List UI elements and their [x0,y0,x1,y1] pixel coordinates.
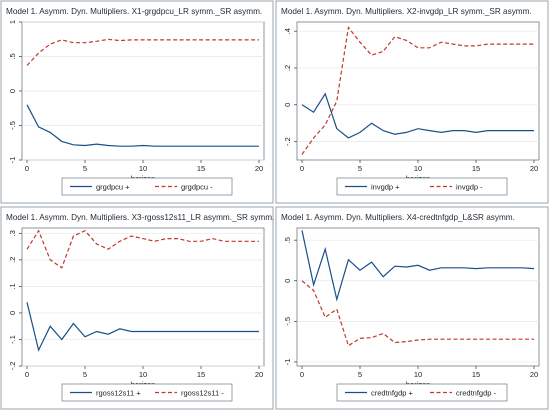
x-tick-label: 10 [139,164,147,173]
y-tick-label: .3 [8,230,17,236]
x-tick-label: 5 [358,370,362,379]
y-tick-label: .4 [283,28,292,34]
legend [61,177,233,196]
legend [336,177,508,196]
x-tick-label: 0 [25,164,29,173]
legend [336,383,508,402]
y-tick-label: -1 [283,359,292,366]
chart-panel-2: Model 1. Asymm. Dyn. Multipliers. X2-inv… [275,0,550,205]
y-tick-label: -.2 [283,137,292,146]
legend-label: rgoss12s11 - [181,388,224,397]
y-tick-label: 1 [8,20,17,24]
y-tick-label: -.1 [8,335,17,344]
y-tick-label: .5 [8,53,17,59]
y-tick-label: 0 [8,311,17,315]
chart-title: Model 1. Asymm. Dyn. Multipliers. X4-cre… [281,213,515,222]
x-tick-label: 20 [530,164,538,173]
legend-label: rgoss12s11 + [96,388,141,397]
x-tick-label: 15 [472,164,480,173]
legend-label: grgdpcu - [181,182,213,191]
plot-area [296,21,540,161]
plot-area [21,227,265,367]
y-tick-label: -.5 [8,121,17,130]
chart-panel-4: Model 1. Asymm. Dyn. Multipliers. X4-cre… [275,206,550,411]
y-tick-label: 0 [283,279,292,283]
legend-label: invgdp - [456,182,483,191]
chart-panel-3: Model 1. Asymm. Dyn. Multipliers. X3-rgo… [0,206,275,411]
chart-title: Model 1. Asymm. Dyn. Multipliers. X1-grg… [6,7,262,16]
legend-label: credtnfgdp - [456,388,497,397]
plot-area [296,227,540,367]
x-tick-label: 20 [530,370,538,379]
x-tick-label: 5 [83,164,87,173]
series-line-plus [301,230,535,302]
x-tick-label: 20 [255,164,263,173]
x-tick-label: 15 [472,370,480,379]
chart-panel-1: Model 1. Asymm. Dyn. Multipliers. X1-grg… [0,0,275,205]
y-tick-label: -.2 [8,362,17,371]
y-tick-label: -1 [8,157,17,164]
x-tick-label: 20 [255,370,263,379]
series-line-plus [26,104,259,147]
series-line-plus [301,92,534,139]
y-tick-label: 0 [283,103,292,107]
x-tick-label: 0 [300,164,304,173]
y-tick-label: 0 [8,89,17,93]
series-line-minus [26,38,259,66]
x-tick-label: 15 [197,370,205,379]
legend-label: grgdpcu + [96,182,130,191]
x-tick-label: 5 [358,164,362,173]
series-line-plus [26,302,259,352]
series-line-minus [301,280,534,347]
legend [61,383,233,402]
x-tick-label: 5 [83,370,87,379]
chart-title: Model 1. Asymm. Dyn. Multipliers. X3-rgo… [6,213,274,222]
chart-svg-1: Model 1. Asymm. Dyn. Multipliers. X1-grg… [0,0,274,204]
chart-svg-2: Model 1. Asymm. Dyn. Multipliers. X2-inv… [275,0,549,204]
y-tick-label: .2 [283,65,292,71]
chart-title: Model 1. Asymm. Dyn. Multipliers. X2-inv… [281,7,532,16]
x-tick-label: 10 [414,164,422,173]
series-line-minus [26,229,259,269]
legend-label: credtnfgdp + [371,388,414,397]
x-tick-label: 15 [197,164,205,173]
x-tick-label: 10 [139,370,147,379]
x-tick-label: 0 [300,370,304,379]
y-tick-label: .5 [283,237,292,243]
y-tick-label: .2 [8,257,17,263]
chart-svg-4: Model 1. Asymm. Dyn. Multipliers. X4-cre… [275,206,549,410]
legend-label: invgdp + [371,182,400,191]
y-tick-label: .1 [8,283,17,289]
y-tick-label: -.5 [283,317,292,326]
x-tick-label: 10 [414,370,422,379]
chart-svg-3: Model 1. Asymm. Dyn. Multipliers. X3-rgo… [0,206,274,410]
x-tick-label: 0 [25,370,29,379]
